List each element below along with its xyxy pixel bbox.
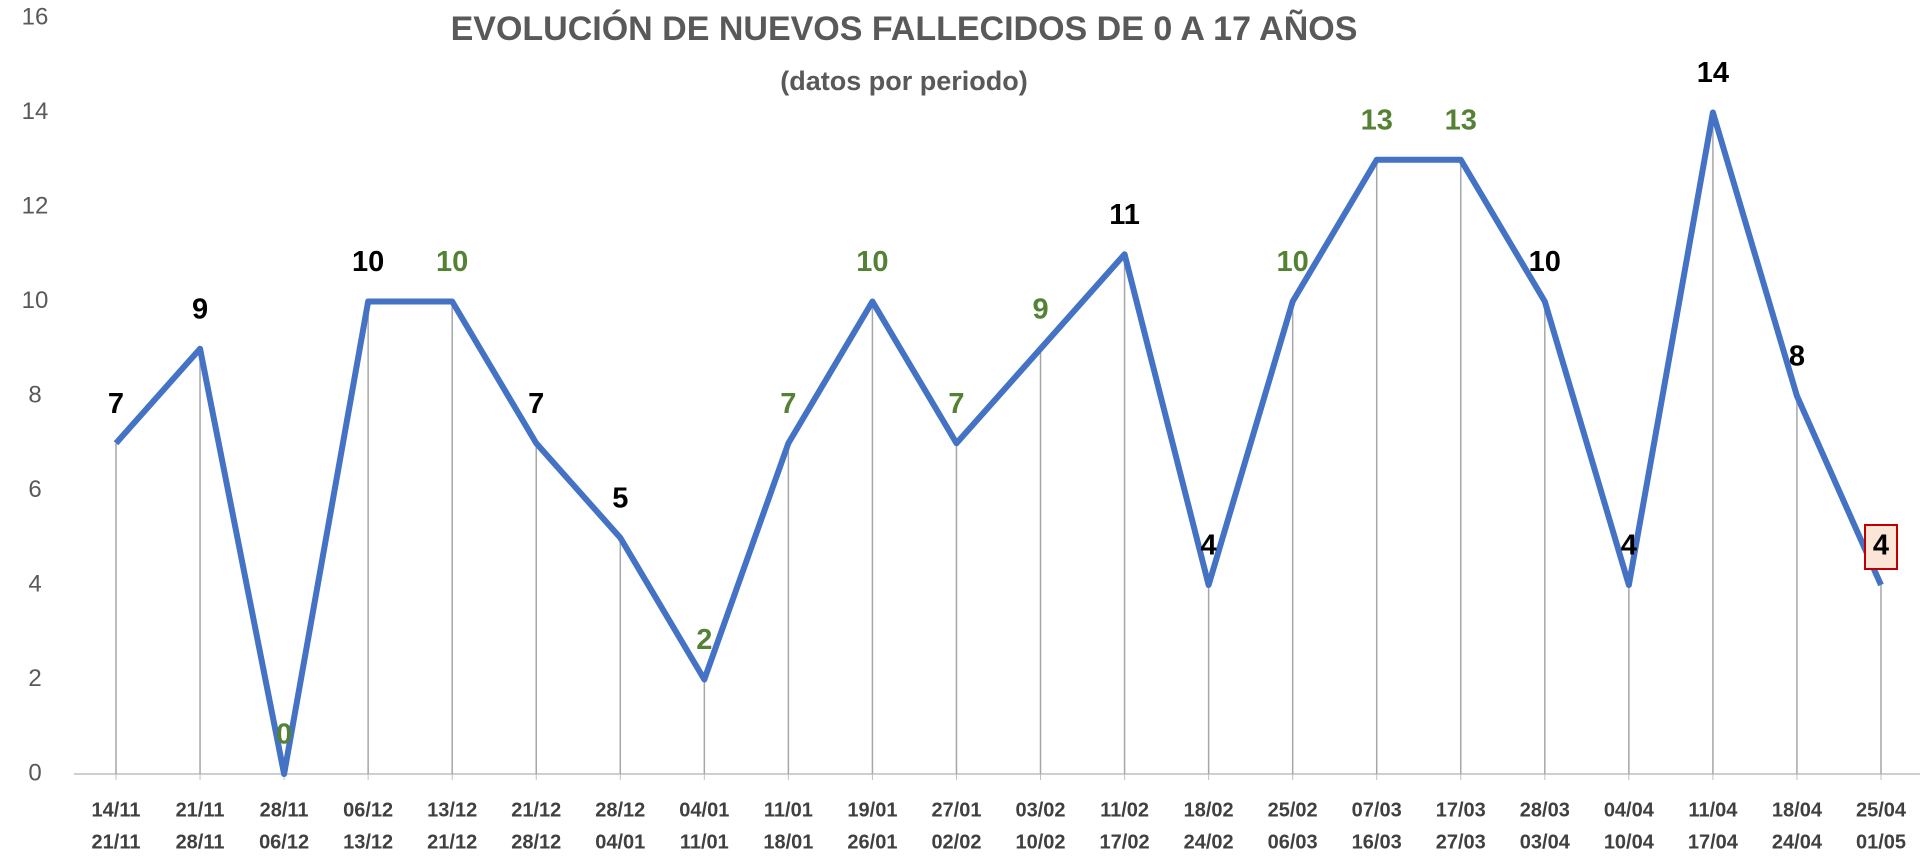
data-label: 4 [1873,530,1889,562]
x-tick-label: 28/12 [511,831,561,853]
x-tick-label: 26/01 [847,831,897,853]
x-tick-label: 24/04 [1772,831,1823,853]
data-label: 13 [1361,104,1393,136]
x-tick-label: 19/01 [847,799,897,821]
data-label: 9 [1032,293,1048,325]
data-label: 10 [856,246,888,278]
x-tick-label: 07/03 [1352,799,1402,821]
x-tick-label: 11/01 [680,831,729,853]
x-tick-label: 10/02 [1015,831,1065,853]
data-label: 5 [612,482,628,514]
x-tick-label: 16/03 [1352,831,1402,853]
data-label: 7 [948,388,964,420]
x-tick-label: 14/11 [92,799,141,821]
x-tick-label: 10/04 [1604,831,1655,853]
y-tick-label: 12 [22,192,49,219]
x-tick-label: 28/03 [1520,799,1570,821]
data-label: 9 [192,293,208,325]
x-tick-label: 24/02 [1184,831,1234,853]
y-tick-label: 16 [22,3,49,30]
x-tick-label: 17/03 [1436,799,1486,821]
x-tick-label: 21/11 [176,799,225,821]
x-tick-label: 06/12 [259,831,309,853]
x-tick-label: 01/05 [1856,831,1906,853]
data-label: 11 [1109,199,1140,231]
y-tick-label: 6 [28,476,41,503]
x-tick-label: 25/02 [1268,799,1318,821]
x-tick-label: 06/12 [343,799,393,821]
data-label: 13 [1445,104,1477,136]
line [113,109,1884,777]
x-tick-label: 21/12 [427,831,477,853]
x-tick-label: 28/11 [260,799,309,821]
x-tick-label: 27/03 [1436,831,1486,853]
y-tick-label: 0 [28,759,41,786]
x-tick-label: 18/02 [1184,799,1234,821]
data-label: 7 [108,388,124,420]
x-tick-label: 11/01 [764,799,813,821]
x-tick-label: 21/11 [92,831,141,853]
y-tick-label: 2 [28,665,41,692]
data-label: 0 [276,719,292,751]
x-tick-label: 03/02 [1015,799,1065,821]
x-tick-label: 25/04 [1856,799,1907,821]
data-label: 7 [780,388,796,420]
x-tick-label: 17/02 [1100,831,1150,853]
x-tick-label: 06/03 [1268,831,1318,853]
data-label: 2 [696,624,712,656]
x-tick-label: 21/12 [511,799,561,821]
x-tick-label: 04/01 [679,799,729,821]
y-tick-label: 10 [22,287,49,314]
data-label: 4 [1201,530,1217,562]
data-label: 7 [528,388,544,420]
x-tick-label: 04/04 [1604,799,1655,821]
y-tick-label: 4 [28,570,41,597]
data-label: 14 [1697,57,1729,89]
x-tick-label: 11/02 [1100,799,1149,821]
data-label: 10 [436,246,468,278]
data-label: 8 [1789,341,1805,373]
chart-subtitle: (datos por periodo) [780,66,1027,96]
x-tick-label: 28/11 [176,831,225,853]
x-tick-label: 17/04 [1688,831,1739,853]
x-tick-label: 27/01 [931,799,981,821]
x-tick-label: 02/02 [931,831,981,853]
data-label: 10 [352,246,384,278]
x-tick-label: 28/12 [595,799,645,821]
x-tick-label: 13/12 [343,831,393,853]
x-tick-label: 18/04 [1772,799,1823,821]
data-label: 4 [1621,530,1637,562]
chart-title: EVOLUCIÓN DE NUEVOS FALLECIDOS DE 0 A 17… [451,10,1358,48]
data-label: 10 [1529,246,1561,278]
highlight-box [1864,524,1898,570]
x-tick-label: 11/04 [1688,799,1738,821]
x-tick-label: 04/01 [595,831,645,853]
x-tick-label: 13/12 [427,799,477,821]
y-tick-label: 8 [28,381,41,408]
y-tick-label: 14 [22,98,49,125]
x-tick-label: 18/01 [763,831,813,853]
data-label: 10 [1277,246,1309,278]
x-tick-label: 03/04 [1520,831,1571,853]
